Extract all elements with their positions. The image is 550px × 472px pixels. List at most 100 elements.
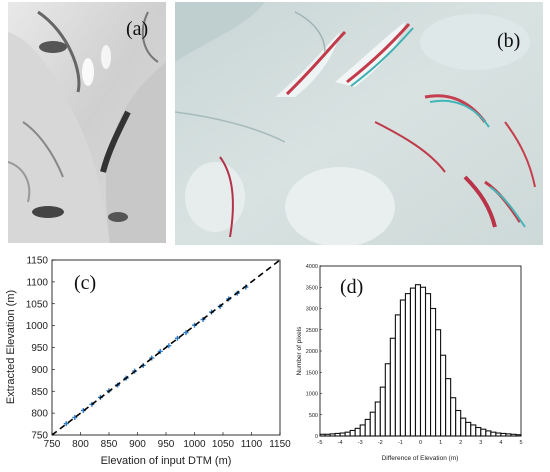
x-tick-label: -1 — [398, 440, 403, 446]
histogram-bar — [414, 284, 422, 437]
scatter-point — [174, 335, 180, 341]
histogram-bar — [485, 430, 492, 437]
x-tick-label: 800 — [72, 439, 89, 450]
histogram-bar — [404, 293, 412, 437]
x-tick-label: 0 — [419, 440, 422, 446]
y-tick-label: 1100 — [26, 277, 48, 288]
y-tick-label: 750 — [31, 431, 48, 442]
histogram-chart: -5 -4 -3 -2 -1 0 1 2 3 4 5 0 500 1000 1500 2000 2500 3000… — [296, 264, 523, 462]
histogram-bar — [334, 432, 341, 437]
y-tick-label: 4000 — [306, 264, 318, 270]
histogram-bar — [354, 427, 361, 437]
histogram-bar — [384, 363, 391, 437]
histogram-bar — [445, 378, 452, 437]
x-tick-label: -2 — [378, 440, 383, 446]
y-tick-label: 850 — [31, 387, 48, 398]
histogram-bar — [470, 424, 477, 437]
histogram-bar — [465, 421, 472, 437]
histogram-bar — [480, 428, 487, 437]
histogram-bar — [510, 433, 517, 437]
histogram-bar — [389, 337, 396, 437]
x-tick-label: 1050 — [212, 439, 235, 450]
x-tick-label: 1000 — [183, 439, 206, 450]
x-tick-label: 750 — [44, 439, 61, 450]
x-tick-label: 1 — [439, 440, 442, 446]
histogram-bar — [399, 299, 406, 437]
x-tick-label: -4 — [338, 440, 343, 446]
histogram-bar — [344, 431, 351, 437]
histogram-bar — [379, 386, 386, 437]
x-tick-label: -3 — [358, 440, 363, 446]
panel-a-shaded-relief: (a) — [8, 2, 166, 243]
scatter-point — [183, 330, 189, 336]
anaglyph-image — [175, 2, 543, 245]
y-tick-label: 2500 — [306, 328, 318, 334]
reference-line — [51, 259, 281, 436]
y-tick-label: 500 — [309, 413, 318, 419]
x-tick-label: -5 — [318, 440, 323, 446]
y-tick-label: 1500 — [306, 370, 318, 376]
histogram-bar — [329, 433, 336, 437]
histogram-bar — [339, 432, 346, 437]
histogram-bar — [450, 397, 457, 437]
y-tick-label: 1000 — [306, 392, 318, 398]
x-tick-label: 1100 — [241, 439, 263, 450]
scatter-point — [72, 415, 78, 420]
y-tick-label: 800 — [31, 409, 48, 420]
scatter-point — [157, 348, 163, 354]
histogram-bar — [505, 433, 512, 437]
histogram-bar — [500, 432, 507, 437]
x-axis-label: Elevation of input DTM (m) — [101, 455, 232, 467]
y-tick-label: 3500 — [306, 285, 318, 291]
x-tick-label: 3 — [479, 440, 482, 446]
x-tick-label: 900 — [129, 439, 146, 450]
histogram-bar — [324, 433, 331, 437]
histogram-bar — [460, 417, 467, 437]
panel-c-scatter: 750 800 850 900 950 1000 1050 1100 1150 750 800 850… — [0, 254, 296, 472]
y-tick-label: 3000 — [306, 307, 318, 313]
histogram-bar — [369, 411, 376, 437]
histogram-bar — [475, 426, 482, 437]
scatter-point — [63, 421, 69, 427]
histogram-bar — [374, 401, 381, 437]
y-tick-label: 1000 — [26, 321, 49, 332]
scatter-point — [149, 355, 155, 361]
histogram-bar — [495, 432, 502, 437]
panel-b-label: (b) — [497, 30, 521, 52]
histogram-bar — [424, 293, 432, 437]
y-tick-label: 900 — [31, 365, 48, 376]
panel-d-label: (d) — [340, 276, 364, 298]
histogram-bar — [364, 418, 371, 437]
histogram-bar — [409, 287, 417, 437]
y-axis-label: Extracted Elevation (m) — [5, 290, 17, 404]
x-tick-label: 4 — [499, 440, 502, 446]
x-tick-label: 850 — [101, 439, 118, 450]
scatter-chart: 750 800 850 900 950 1000 1050 1100 1150 750 800 850… — [5, 256, 291, 468]
y-tick-label: 0 — [315, 434, 318, 440]
y-tick-label: 1150 — [26, 256, 48, 267]
y-tick-label: 1050 — [26, 299, 49, 310]
histogram-bar — [440, 354, 447, 437]
histogram-bar — [359, 424, 366, 437]
y-tick-label: 950 — [31, 343, 48, 354]
histogram-bar — [455, 409, 462, 437]
panel-c-label: (c) — [74, 272, 97, 294]
x-tick-label: 2 — [459, 440, 462, 446]
x-axis-label: Difference of Elevation (m) — [382, 455, 459, 462]
x-tick-label: 950 — [158, 439, 175, 450]
histogram-bar — [349, 429, 356, 437]
histogram-bar — [515, 434, 522, 437]
x-tick-label: 1150 — [269, 439, 291, 450]
panel-b-anaglyph: (b) — [175, 2, 543, 245]
panel-d-histogram: -5 -4 -3 -2 -1 0 1 2 3 4 5 0 500 1000 1500 2000 2500 3000… — [296, 258, 550, 472]
x-tick-label: 5 — [519, 440, 522, 446]
histogram-bar — [430, 307, 437, 437]
y-axis-label: Number of pixels — [296, 326, 303, 376]
y-tick-label: 2000 — [306, 349, 318, 355]
histogram-bar — [490, 431, 497, 437]
histogram-bar — [319, 433, 326, 437]
shaded-relief-image — [8, 2, 166, 243]
panel-a-label: (a) — [126, 18, 149, 40]
histogram-bar — [419, 286, 427, 437]
histogram-bar — [394, 314, 401, 437]
